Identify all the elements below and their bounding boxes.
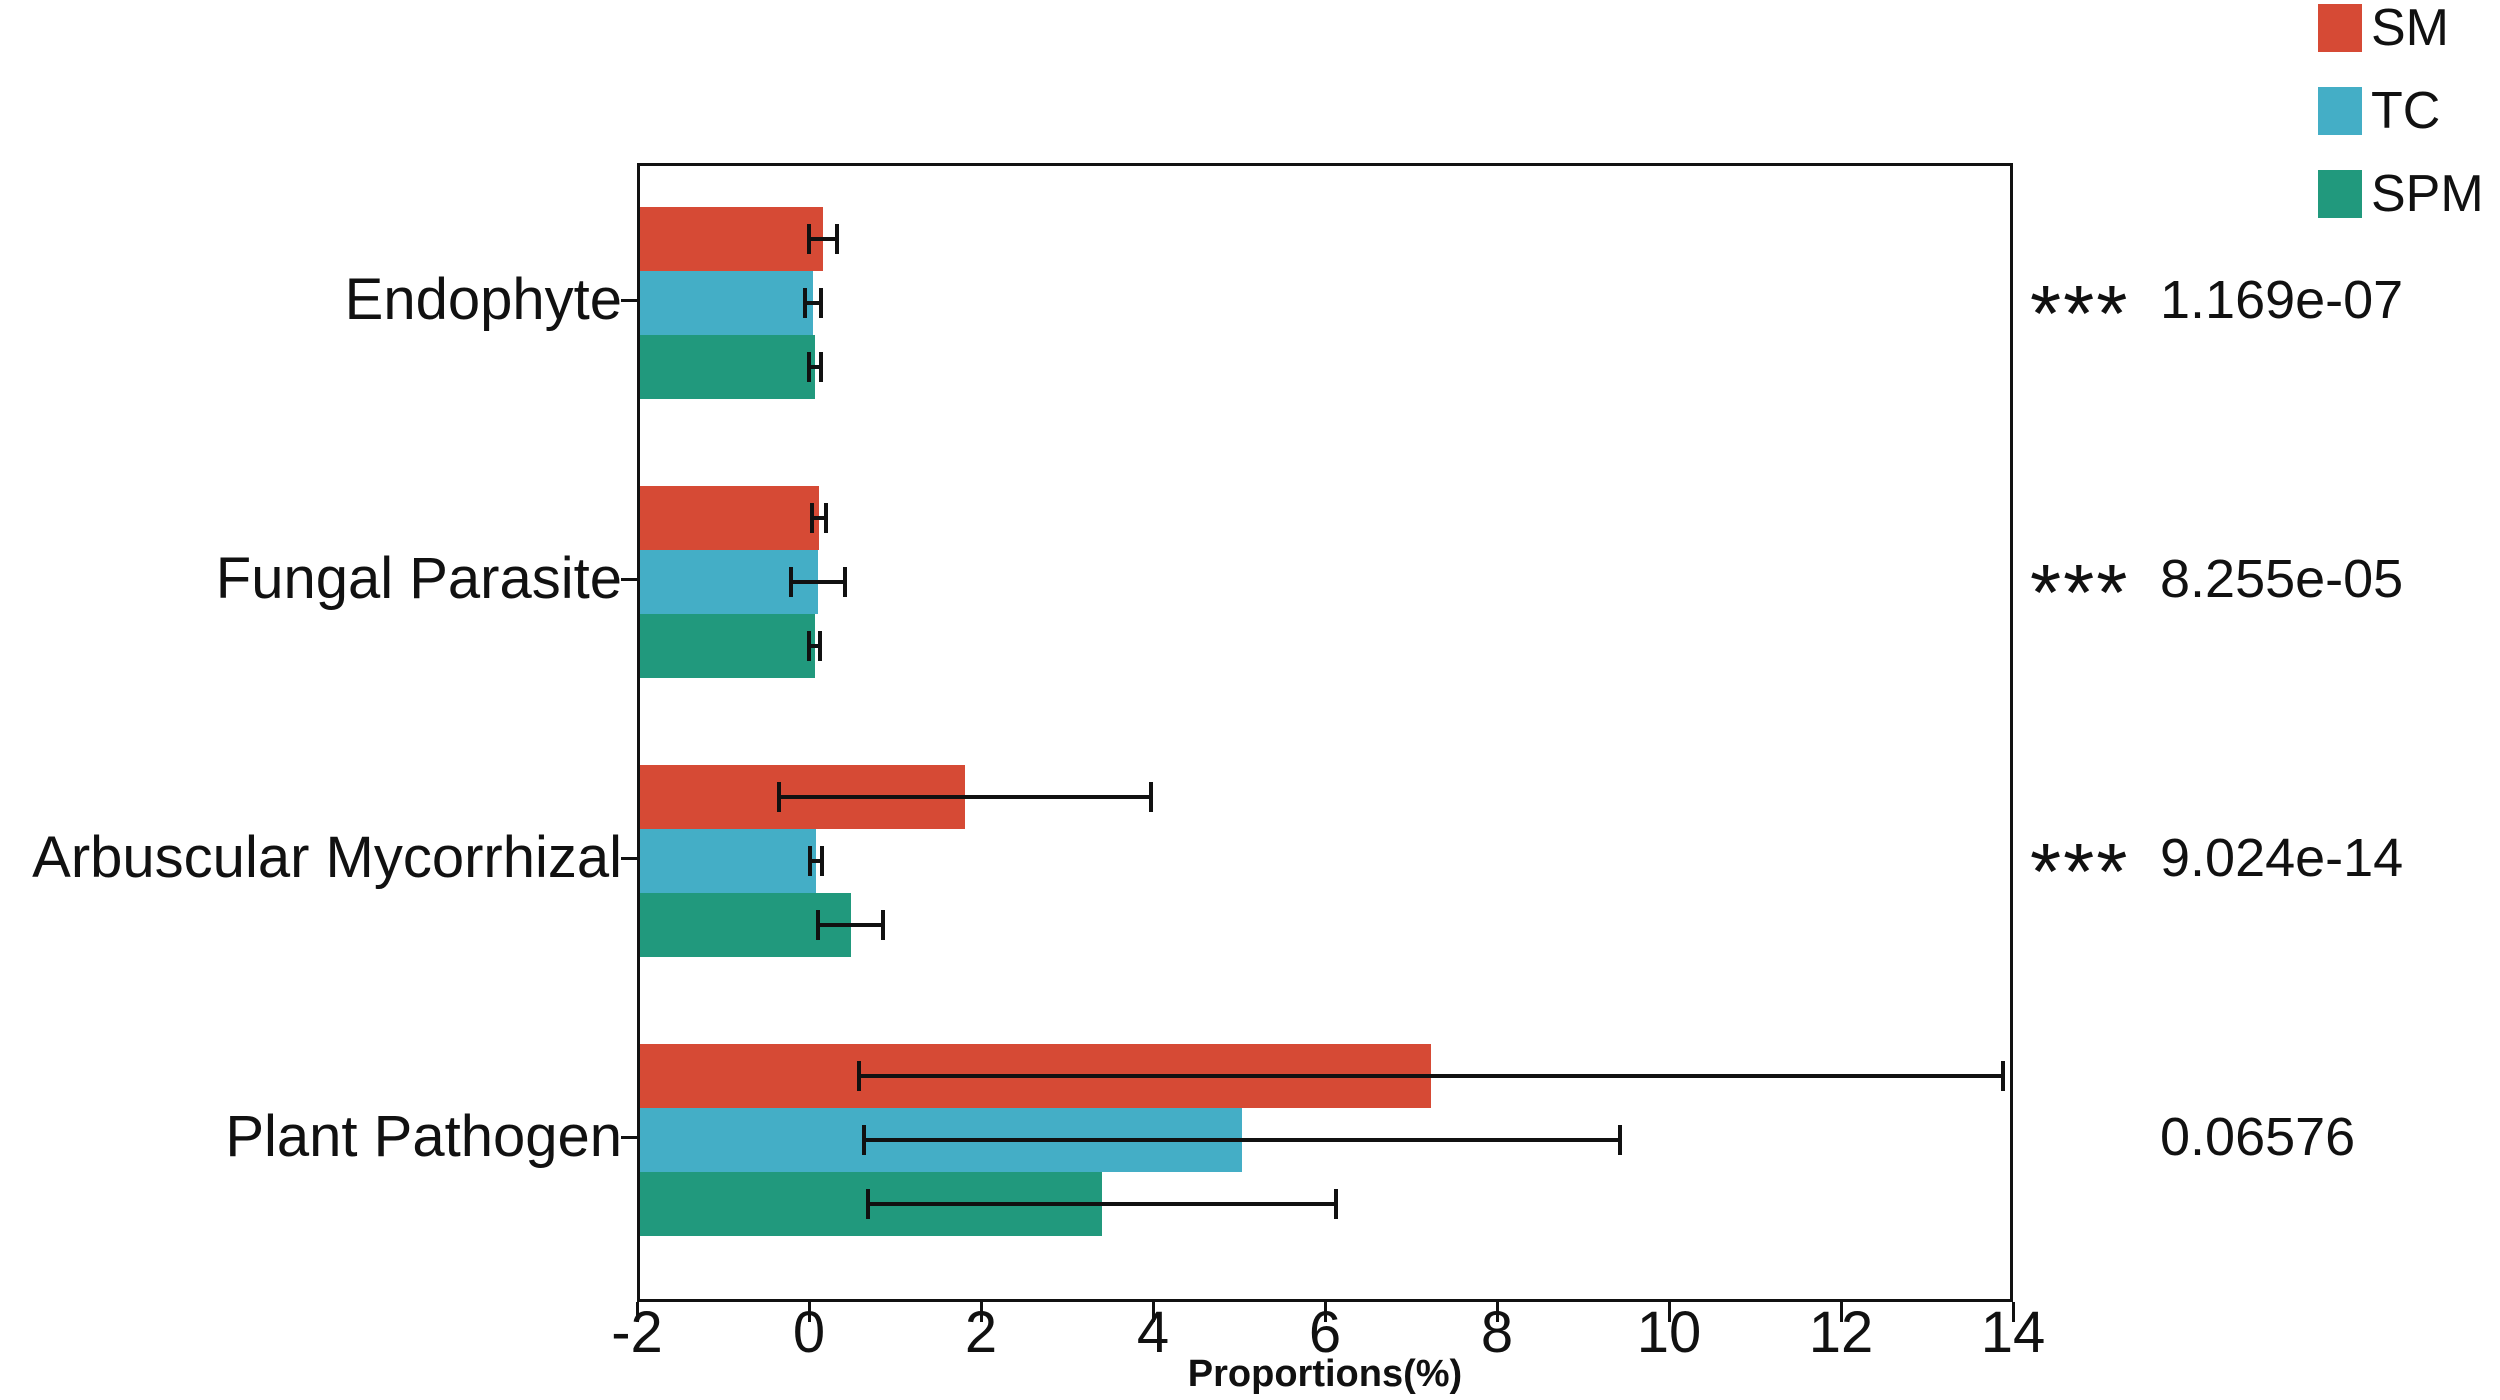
error-bar-cap-right xyxy=(1148,782,1153,812)
error-bar-cap-left xyxy=(810,503,814,533)
x-tick-label: 6 xyxy=(1308,1300,1342,1365)
error-bar-cap-left xyxy=(808,846,813,876)
bar-tc-0 xyxy=(640,271,813,335)
error-bar-cap-right xyxy=(834,224,839,254)
x-tick-mark xyxy=(807,1302,811,1322)
bar-spm-1 xyxy=(640,614,815,678)
category-label-3: Arbuscular Mycorrhizal xyxy=(32,825,622,890)
error-bar-sm-3 xyxy=(859,1074,2004,1078)
error-bar-cap-right xyxy=(881,910,886,940)
x-tick-label: 4 xyxy=(1136,1300,1170,1365)
x-tick-label: 0 xyxy=(792,1300,826,1365)
legend-swatch-spm-icon xyxy=(2318,170,2362,218)
error-bar-tc-2 xyxy=(810,859,823,863)
legend-label-tc: TC xyxy=(2371,82,2441,140)
legend-item-sm: SM xyxy=(2318,0,2449,57)
legend-label-sm: SM xyxy=(2371,0,2449,57)
x-tick-label: 2 xyxy=(964,1300,998,1365)
annotation-row-2: *** 8.255e-05 xyxy=(2030,534,2404,637)
category-label-2: Fungal Parasite xyxy=(215,546,622,611)
x-tick-mark xyxy=(979,1302,983,1322)
legend-item-tc: TC xyxy=(2318,82,2441,140)
error-bar-cap-right xyxy=(1618,1125,1623,1155)
error-bar-cap-left xyxy=(803,288,808,318)
error-bar-cap-right xyxy=(820,846,825,876)
x-tick-mark xyxy=(1667,1302,1671,1322)
bar-sm-1 xyxy=(640,486,819,550)
plot-area xyxy=(637,163,2013,1302)
y-tick-mark xyxy=(621,856,637,860)
error-bar-sm-2 xyxy=(779,795,1151,799)
error-bar-sm-1 xyxy=(812,516,826,520)
bar-tc-2 xyxy=(640,829,817,893)
error-bar-cap-left xyxy=(807,224,812,254)
x-tick-mark xyxy=(1323,1302,1327,1322)
significance-stars: *** xyxy=(2030,269,2130,358)
error-bar-cap-left xyxy=(865,1189,870,1219)
bar-tc-1 xyxy=(640,550,819,614)
x-tick-label: 12 xyxy=(1808,1300,1874,1365)
error-bar-spm-0 xyxy=(809,365,822,369)
legend-item-spm: SPM xyxy=(2318,165,2484,223)
p-value: 0.06576 xyxy=(2160,1107,2356,1167)
x-tick-mark xyxy=(2011,1302,2015,1322)
error-bar-cap-left xyxy=(789,567,794,597)
significance-stars: *** xyxy=(2030,548,2130,637)
x-tick-label: 10 xyxy=(1636,1300,1702,1365)
error-bar-cap-right xyxy=(2001,1061,2006,1091)
p-value: 1.169e-07 xyxy=(2160,270,2404,330)
error-bar-tc-1 xyxy=(791,580,845,584)
significance-stars: *** xyxy=(2030,827,2130,916)
error-bar-cap-right xyxy=(842,567,847,597)
bar-spm-0 xyxy=(640,335,816,399)
error-bar-tc-0 xyxy=(805,301,821,305)
x-tick-mark xyxy=(1495,1302,1499,1322)
annotation-row-1: *** 1.169e-07 xyxy=(2030,255,2404,358)
error-bar-spm-2 xyxy=(818,923,884,927)
legend-label-spm: SPM xyxy=(2371,165,2484,223)
x-tick-mark xyxy=(1839,1302,1843,1322)
error-bar-sm-0 xyxy=(809,237,837,241)
annotation-row-3: *** 9.024e-14 xyxy=(2030,813,2404,916)
error-bar-cap-right xyxy=(819,352,824,382)
error-bar-cap-left xyxy=(861,1125,866,1155)
error-bar-tc-3 xyxy=(863,1138,1621,1142)
legend-swatch-tc-icon xyxy=(2318,87,2362,135)
p-value: 9.024e-14 xyxy=(2160,828,2404,888)
legend-swatch-sm-icon xyxy=(2318,4,2362,52)
annotation-row-4: 0.06576 xyxy=(2030,1092,2355,1182)
error-bar-spm-1 xyxy=(809,644,820,648)
error-bar-cap-left xyxy=(777,782,782,812)
x-tick-mark xyxy=(635,1302,639,1322)
error-bar-cap-right xyxy=(823,503,828,533)
y-tick-mark xyxy=(621,577,637,581)
y-tick-mark xyxy=(621,1135,637,1139)
error-bar-cap-left xyxy=(816,910,821,940)
x-tick-mark xyxy=(1151,1302,1155,1322)
x-tick-label: 14 xyxy=(1980,1300,2046,1365)
category-label-1: Endophyte xyxy=(344,267,622,332)
error-bar-cap-right xyxy=(818,288,823,318)
error-bar-cap-left xyxy=(807,631,812,661)
category-label-4: Plant Pathogen xyxy=(225,1104,622,1169)
x-tick-label: -2 xyxy=(611,1300,663,1365)
p-value: 8.255e-05 xyxy=(2160,549,2404,609)
error-bar-cap-left xyxy=(857,1061,862,1091)
error-bar-cap-right xyxy=(1333,1189,1338,1219)
x-axis-title: Proportions(%) xyxy=(1187,1353,1463,1395)
error-bar-cap-left xyxy=(807,352,812,382)
x-tick-label: 8 xyxy=(1480,1300,1514,1365)
error-bar-cap-right xyxy=(817,631,822,661)
bar-spm-2 xyxy=(640,893,851,957)
error-bar-spm-3 xyxy=(867,1202,1336,1206)
y-tick-mark xyxy=(621,298,637,302)
bar-sm-0 xyxy=(640,207,824,271)
